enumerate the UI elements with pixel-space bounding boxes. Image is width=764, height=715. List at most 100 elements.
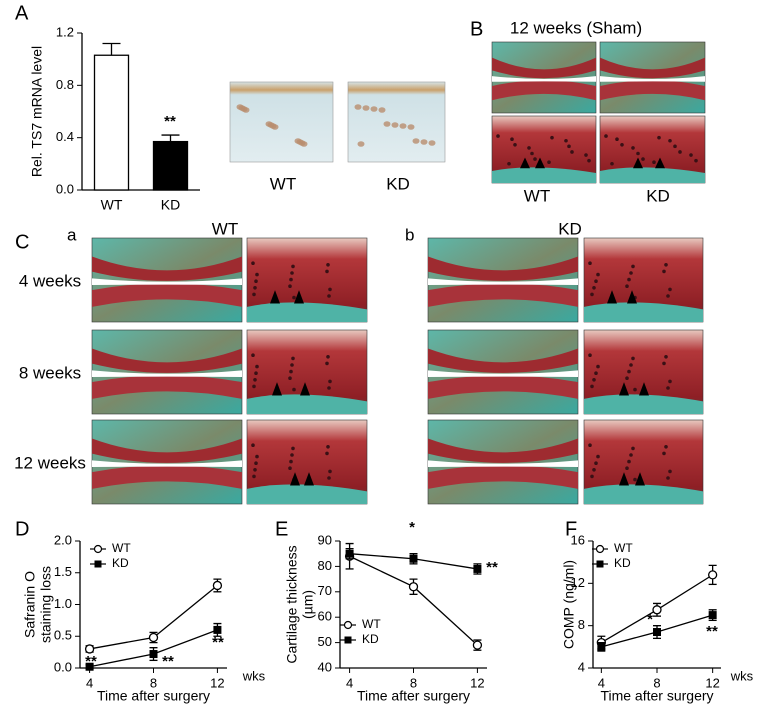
y-tick-label: 12	[571, 575, 585, 590]
cell	[625, 376, 629, 381]
cell	[668, 469, 672, 474]
marker	[653, 628, 661, 637]
cell	[588, 443, 592, 448]
cell	[689, 153, 693, 157]
cell	[590, 384, 594, 389]
cell	[251, 261, 255, 266]
cell	[362, 105, 370, 111]
y-axis-label: COMP (ng/ml)	[561, 560, 577, 649]
cell	[594, 461, 598, 466]
x-tick-label: KD	[161, 197, 180, 213]
group-label: WT	[212, 219, 238, 238]
annotation: **	[164, 113, 176, 130]
cell	[289, 369, 293, 374]
cell	[289, 277, 293, 282]
annotation: **	[212, 634, 224, 651]
cartilage	[428, 375, 578, 399]
cell	[629, 363, 633, 367]
arrowhead	[619, 472, 629, 486]
marker	[472, 640, 483, 650]
subchondral-bone	[492, 167, 596, 183]
cell	[289, 459, 293, 464]
legend-label: KD	[614, 556, 631, 570]
arrowhead	[535, 157, 545, 169]
cell	[300, 141, 308, 147]
cell	[666, 294, 670, 298]
cell	[547, 160, 551, 164]
subchondral-bone	[247, 394, 367, 414]
legend-label: WT	[362, 617, 381, 631]
cell	[252, 292, 256, 297]
cell	[629, 271, 633, 275]
x-tick-label: WT	[101, 197, 123, 213]
panel-letter: F	[565, 518, 577, 540]
cell	[378, 107, 386, 113]
marker	[652, 605, 662, 615]
cell	[252, 474, 256, 479]
cell	[662, 361, 666, 366]
annotation: *	[409, 519, 415, 536]
arrowhead	[294, 290, 304, 304]
y-tick-label: 1.0	[54, 596, 72, 611]
cell	[251, 443, 255, 448]
cell	[567, 144, 571, 149]
panel-letter: A	[15, 2, 29, 24]
sub-label: a	[67, 225, 77, 244]
cell	[673, 144, 677, 149]
cell	[587, 158, 591, 163]
cell	[255, 454, 259, 459]
x-tick-label: 8	[653, 675, 660, 690]
cell	[271, 124, 279, 130]
marker	[473, 564, 482, 573]
cell	[328, 469, 332, 474]
y-tick-label: 1.2	[56, 24, 74, 39]
image-label: KD	[386, 174, 410, 193]
cartilage	[600, 57, 705, 79]
cell	[631, 146, 635, 150]
cell	[513, 143, 517, 147]
cell	[255, 272, 259, 277]
subchondral-bone	[584, 302, 703, 322]
x-tick-label: 12	[470, 675, 484, 690]
cell	[594, 371, 598, 376]
y-tick-label: 4	[578, 659, 585, 674]
cell	[407, 124, 415, 130]
arrowhead	[633, 157, 643, 169]
joint-space	[428, 460, 578, 468]
cartilage	[92, 348, 242, 373]
cell	[588, 353, 592, 358]
cell	[627, 277, 631, 282]
cartilage	[92, 256, 242, 281]
cell	[615, 137, 619, 141]
cell	[291, 264, 295, 269]
cell	[590, 292, 594, 297]
legend-marker	[596, 560, 604, 568]
cell	[357, 141, 365, 147]
cell	[590, 474, 594, 479]
arrowhead	[607, 290, 617, 304]
cell	[668, 138, 672, 143]
subchondral-bone	[600, 167, 705, 183]
cartilage	[92, 465, 242, 489]
cell	[694, 158, 698, 163]
cell	[254, 279, 258, 284]
group-label: KD	[558, 219, 582, 238]
histology-image	[229, 81, 334, 163]
cell	[564, 138, 568, 143]
cell	[664, 355, 668, 359]
arrowhead	[619, 382, 629, 396]
cell	[641, 157, 645, 161]
arrowhead	[520, 157, 530, 169]
arrowhead	[270, 290, 280, 304]
cell	[631, 264, 635, 269]
subchondral-bone	[247, 302, 367, 322]
y-tick-label: 80	[318, 558, 332, 573]
y-tick-label: 0.0	[56, 181, 74, 196]
cell	[633, 477, 637, 482]
cell	[668, 379, 672, 384]
cell	[328, 287, 332, 292]
x-axis-label: Time after surgery	[600, 688, 713, 704]
x-tick-label: 12	[210, 675, 224, 690]
